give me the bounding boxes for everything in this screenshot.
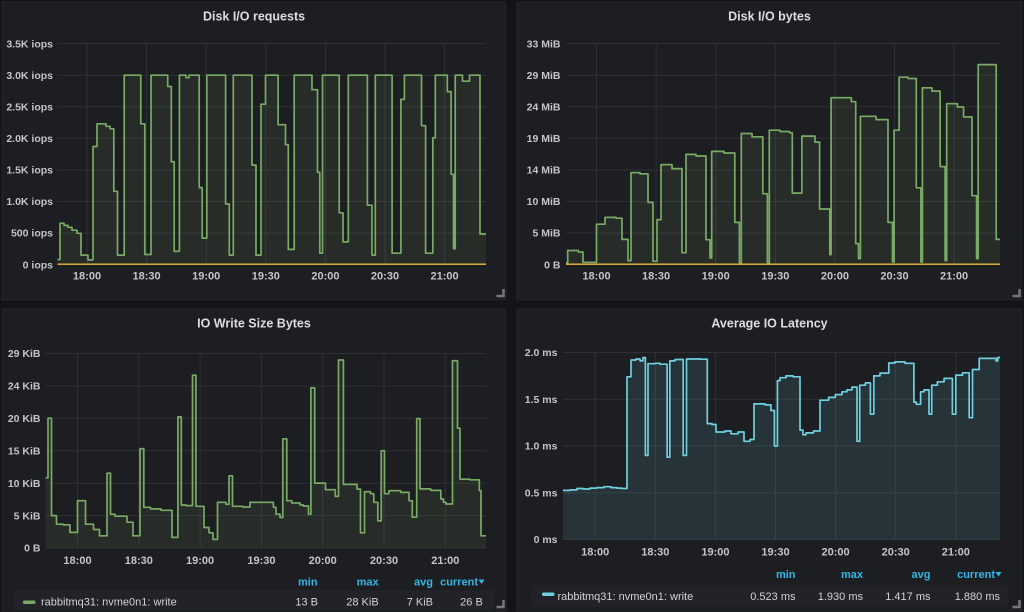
svg-text:1.417 ms: 1.417 ms <box>885 591 931 603</box>
svg-text:18:30: 18:30 <box>641 547 669 559</box>
svg-text:18:00: 18:00 <box>73 271 101 283</box>
svg-text:20:30: 20:30 <box>370 555 398 567</box>
svg-text:19:00: 19:00 <box>701 547 729 559</box>
svg-text:Disk I/O requests: Disk I/O requests <box>203 10 305 24</box>
svg-text:Disk I/O bytes: Disk I/O bytes <box>728 10 811 24</box>
svg-text:29 MiB: 29 MiB <box>527 70 561 82</box>
svg-text:10 KiB: 10 KiB <box>8 478 41 490</box>
svg-text:avg: avg <box>912 569 931 581</box>
svg-text:1.5K iops: 1.5K iops <box>6 165 53 177</box>
svg-text:18:00: 18:00 <box>582 271 610 283</box>
svg-text:19:30: 19:30 <box>761 271 789 283</box>
svg-text:19:30: 19:30 <box>247 555 275 567</box>
svg-text:29 KiB: 29 KiB <box>8 348 41 360</box>
svg-text:21:00: 21:00 <box>431 555 459 567</box>
svg-text:19:00: 19:00 <box>186 555 214 567</box>
svg-text:13 B: 13 B <box>295 597 318 609</box>
svg-text:7 KiB: 7 KiB <box>407 597 433 609</box>
svg-text:26 B: 26 B <box>460 597 483 609</box>
svg-text:0.523 ms: 0.523 ms <box>750 591 796 603</box>
svg-text:20:30: 20:30 <box>880 271 908 283</box>
svg-text:max: max <box>357 577 380 589</box>
svg-text:0 iops: 0 iops <box>23 259 54 271</box>
svg-text:IO Write Size Bytes: IO Write Size Bytes <box>197 317 311 331</box>
svg-text:18:00: 18:00 <box>581 547 609 559</box>
svg-text:21:00: 21:00 <box>942 547 970 559</box>
svg-text:21:00: 21:00 <box>431 271 459 283</box>
svg-text:3.0K iops: 3.0K iops <box>6 70 53 82</box>
svg-text:19:00: 19:00 <box>702 271 730 283</box>
svg-text:3.5K iops: 3.5K iops <box>6 38 53 50</box>
svg-text:max: max <box>841 569 864 581</box>
svg-text:min: min <box>776 569 796 581</box>
svg-text:0 ms: 0 ms <box>534 534 558 546</box>
svg-text:19:00: 19:00 <box>192 271 220 283</box>
svg-text:1.930 ms: 1.930 ms <box>818 591 864 603</box>
svg-text:20:00: 20:00 <box>311 271 339 283</box>
svg-text:1.5 ms: 1.5 ms <box>525 394 558 406</box>
svg-text:24 MiB: 24 MiB <box>527 101 561 113</box>
svg-text:15 KiB: 15 KiB <box>8 445 41 457</box>
svg-text:19:30: 19:30 <box>252 271 280 283</box>
svg-text:20:00: 20:00 <box>309 555 337 567</box>
svg-text:5 MiB: 5 MiB <box>532 228 560 240</box>
svg-text:20:00: 20:00 <box>821 271 849 283</box>
svg-text:0 B: 0 B <box>544 259 561 271</box>
svg-text:19 MiB: 19 MiB <box>527 133 561 145</box>
svg-text:2.0K iops: 2.0K iops <box>6 133 53 145</box>
svg-text:10 MiB: 10 MiB <box>527 196 561 208</box>
svg-text:21:00: 21:00 <box>940 271 968 283</box>
svg-text:rabbitmq31: nvme0n1: write: rabbitmq31: nvme0n1: write <box>41 597 177 609</box>
svg-text:1.0 ms: 1.0 ms <box>525 441 558 453</box>
svg-text:rabbitmq31: nvme0n1: write: rabbitmq31: nvme0n1: write <box>558 591 694 603</box>
svg-text:0.5 ms: 0.5 ms <box>525 487 558 499</box>
svg-text:14 MiB: 14 MiB <box>527 165 561 177</box>
svg-text:2.0 ms: 2.0 ms <box>525 347 558 359</box>
svg-text:18:30: 18:30 <box>642 271 670 283</box>
svg-text:500 iops: 500 iops <box>11 228 53 240</box>
svg-text:5 KiB: 5 KiB <box>14 510 41 522</box>
svg-text:min: min <box>298 577 318 589</box>
svg-text:19:30: 19:30 <box>761 547 789 559</box>
svg-text:20:30: 20:30 <box>371 271 399 283</box>
svg-text:20:30: 20:30 <box>882 547 910 559</box>
svg-text:24 KiB: 24 KiB <box>8 381 41 393</box>
svg-text:18:00: 18:00 <box>63 555 91 567</box>
svg-text:0 B: 0 B <box>24 543 41 555</box>
svg-text:2.5K iops: 2.5K iops <box>6 101 53 113</box>
svg-text:current: current <box>440 577 478 589</box>
svg-text:20 KiB: 20 KiB <box>8 413 41 425</box>
svg-text:33 MiB: 33 MiB <box>527 38 561 50</box>
svg-text:18:30: 18:30 <box>125 555 153 567</box>
svg-text:Average IO Latency: Average IO Latency <box>711 317 827 331</box>
svg-text:1.880 ms: 1.880 ms <box>955 591 1001 603</box>
svg-text:1.0K iops: 1.0K iops <box>6 196 53 208</box>
svg-text:28 KiB: 28 KiB <box>346 597 378 609</box>
svg-text:avg: avg <box>414 577 433 589</box>
svg-text:20:00: 20:00 <box>822 547 850 559</box>
svg-text:current: current <box>957 569 995 581</box>
svg-text:18:30: 18:30 <box>133 271 161 283</box>
